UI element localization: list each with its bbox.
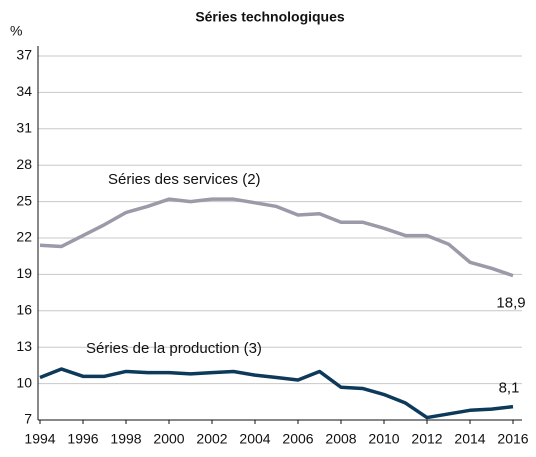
y-tick-label: 37 [16, 47, 32, 63]
x-tick-label: 2002 [196, 431, 227, 447]
data-label: 18,9 [496, 295, 525, 312]
y-tick-label: 13 [16, 338, 32, 354]
y-unit: % [10, 23, 22, 39]
y-tick-label: 19 [16, 265, 32, 281]
x-tick-label: 2008 [325, 431, 356, 447]
x-tick-label: 1994 [24, 431, 55, 447]
y-tick-label: 7 [24, 411, 32, 427]
series-line [39, 367, 514, 420]
y-tick-label: 10 [16, 374, 32, 390]
y-tick-label: 25 [16, 192, 32, 208]
x-tick-label: 2004 [239, 431, 270, 447]
y-tick-label: 16 [16, 302, 32, 318]
y-tick-label: 22 [16, 229, 32, 245]
x-tick-label: 2000 [153, 431, 184, 447]
series-line [39, 197, 514, 278]
series-name: Séries des services (2) [108, 171, 261, 188]
x-tick-label: 2012 [411, 431, 442, 447]
y-tick-label: 28 [16, 156, 32, 172]
x-tick-label: 2014 [454, 431, 485, 447]
x-tick-label: 2010 [368, 431, 399, 447]
x-tick-label: 1996 [67, 431, 98, 447]
x-tick-label: 2006 [282, 431, 313, 447]
series-name: Séries de la production (3) [86, 340, 262, 357]
y-tick-label: 31 [16, 120, 32, 136]
chart-title: Séries technologiques [195, 9, 345, 25]
y-tick-label: 34 [16, 83, 32, 99]
data-label: 8,1 [499, 380, 520, 397]
x-tick-label: 1998 [110, 431, 141, 447]
x-tick-label: 2016 [497, 431, 528, 447]
